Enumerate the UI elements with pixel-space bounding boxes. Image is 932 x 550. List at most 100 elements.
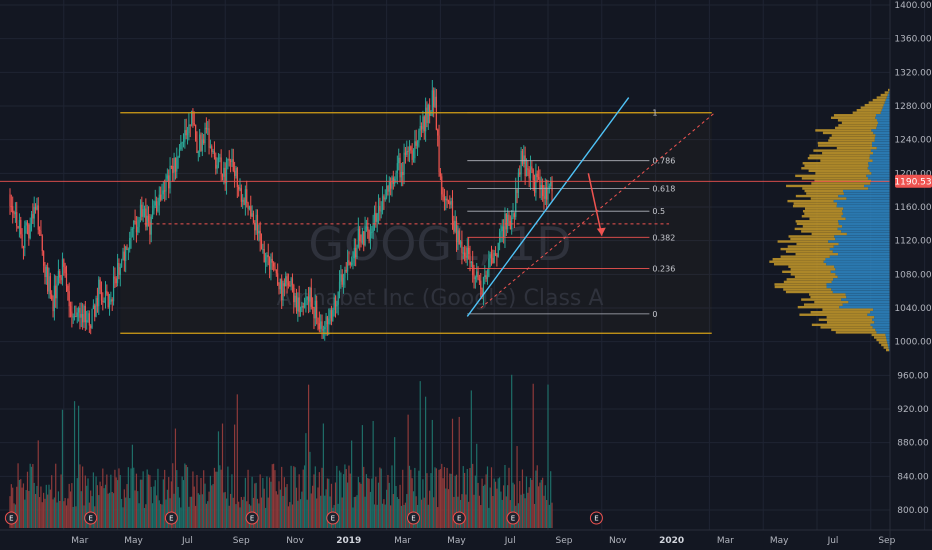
candle-body — [256, 214, 259, 234]
candle-body — [353, 247, 355, 259]
time-tick-label: Nov — [286, 536, 304, 546]
candle-body — [32, 214, 34, 219]
volume-bar — [429, 490, 431, 528]
volume-bar — [318, 472, 320, 528]
volume-bar — [139, 479, 142, 528]
candle-body — [368, 229, 370, 241]
volume-profile-bar-up — [870, 311, 890, 314]
volume-profile-bar-down — [804, 207, 844, 210]
volume-bar — [234, 424, 236, 528]
volume-profile-bar-up — [846, 197, 890, 200]
volume-profile-bar-up — [877, 124, 890, 127]
volume-bar — [30, 466, 33, 528]
volume-bar — [383, 499, 385, 528]
candle-body — [17, 226, 19, 229]
volume-bar — [519, 481, 521, 528]
volume-bar — [196, 475, 198, 528]
candle-body — [209, 146, 212, 148]
volume-bar — [282, 495, 284, 528]
candle-body — [220, 157, 222, 174]
volume-bar — [72, 506, 74, 528]
volume-bar — [279, 489, 281, 528]
candle-body — [345, 269, 347, 272]
volume-profile-bar-up — [873, 151, 890, 155]
volume-bar — [478, 495, 481, 528]
volume-bar — [330, 483, 333, 528]
volume-profile-bar-down — [820, 326, 873, 329]
volume-profile-bar-up — [870, 323, 890, 327]
volume-bar — [474, 475, 476, 528]
volume-profile-bar-down — [888, 88, 890, 92]
volume-bar — [529, 478, 532, 528]
volume-bar — [481, 478, 483, 528]
volume-bar — [494, 481, 497, 528]
volume-bar — [135, 473, 138, 528]
price-axis[interactable]: 1400.00 1360.00 1320.00 1280.00 1240.00 1200.… — [889, 0, 932, 550]
candle-body — [509, 220, 511, 230]
volume-bar — [334, 482, 337, 528]
candle-body — [184, 130, 186, 142]
volume-bar — [154, 480, 156, 528]
candle-body — [451, 200, 454, 221]
volume-bar — [387, 474, 389, 528]
volume-profile-bar-down — [790, 237, 836, 241]
volume-profile-bar-down — [795, 174, 867, 178]
candle-body — [271, 258, 273, 263]
volume-bar — [166, 489, 168, 528]
volume-bar — [349, 473, 351, 528]
volume-profile-bar-up — [871, 129, 890, 132]
volume-profile-bar-up — [839, 305, 890, 309]
volume-profile-bar-down — [787, 245, 834, 248]
volume-bar — [521, 469, 524, 528]
volume-bar — [100, 486, 103, 528]
volume-bar — [344, 464, 346, 528]
candle-body — [161, 194, 163, 200]
candle-body — [494, 252, 497, 256]
earnings-marker — [589, 511, 603, 525]
volume-bar — [49, 489, 51, 528]
volume-bar — [65, 505, 68, 528]
candle-body — [75, 316, 77, 318]
candle-body — [334, 297, 337, 307]
candle-body — [95, 298, 97, 317]
candle-body — [180, 142, 182, 150]
volume-bar — [240, 496, 242, 528]
candle-body — [482, 277, 485, 295]
candle-body — [246, 189, 248, 203]
candle-body — [425, 107, 427, 132]
candle-body — [346, 260, 349, 272]
candle-body — [165, 178, 167, 192]
volume-profile-bar-down — [841, 121, 878, 125]
candle-body — [24, 225, 26, 248]
candle-body — [395, 172, 397, 179]
volume-profile-bar-up — [871, 141, 890, 145]
candle-body — [277, 273, 279, 285]
candle-body — [426, 107, 428, 123]
volume-bar — [164, 469, 166, 528]
candle-body — [146, 215, 148, 227]
volume-bar — [548, 504, 550, 528]
candle-body — [313, 307, 315, 319]
volume-profile-bar-down — [833, 114, 876, 117]
candle-body — [468, 247, 470, 255]
volume-profile-bar-down — [772, 257, 826, 261]
candle-body — [238, 186, 240, 190]
candle-body — [414, 141, 416, 159]
time-tick-label: 2020 — [659, 536, 684, 546]
volume-profile-bar-down — [780, 255, 830, 258]
candle-body — [449, 201, 451, 205]
volume-profile-bar-down — [814, 300, 849, 304]
volume-profile-bar-up — [825, 257, 890, 261]
candle-body — [474, 277, 476, 280]
volume-profile-bar-up — [843, 192, 890, 195]
volume-bar — [262, 477, 264, 528]
volume-bar — [40, 486, 42, 528]
volume-bar — [312, 485, 314, 528]
volume-bar — [121, 498, 123, 528]
time-axis[interactable]: Mar May Jul Sep Nov 2019 Mar May Jul Sep Nov 2020 Ma… — [0, 529, 932, 546]
candle-body — [496, 255, 498, 257]
volume-bar — [477, 482, 479, 528]
volume-bar — [181, 476, 183, 528]
volume-bar — [527, 492, 529, 528]
